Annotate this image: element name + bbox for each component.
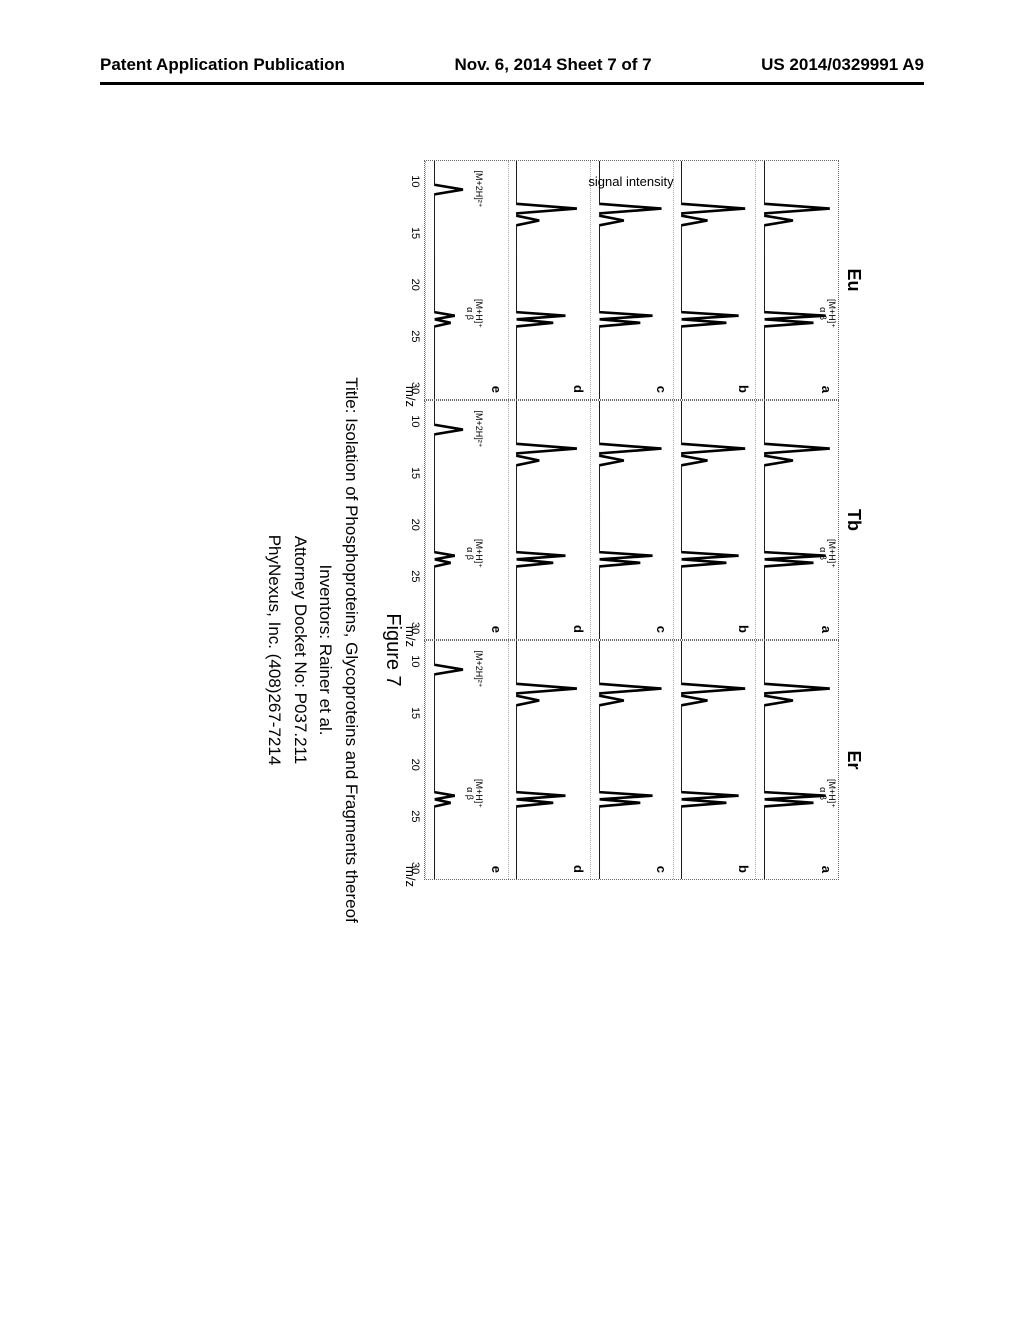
footer-company: PhyNexus, Inc. (408)267-7214 (262, 100, 288, 1200)
x-tick: 15 (409, 467, 421, 479)
spectrum-row: b (673, 641, 756, 879)
spectrum-row: e[M+2H]²⁺[M+H]⁺α β (425, 401, 508, 639)
footer-inventors: Inventors: Rainer et al. (313, 100, 339, 1200)
spectrum-row: d (508, 161, 591, 399)
panel-er: Era[M+H]⁺α βbcde[M+2H]²⁺[M+H]⁺α β1015202… (424, 640, 864, 880)
spectra-box: a[M+H]⁺α βbcde[M+2H]²⁺[M+H]⁺α βsignal in… (424, 160, 839, 400)
peak-annotation: [M+2H]²⁺ (474, 651, 483, 688)
footer-title: Title: Isolation of Phosphoproteins, Gly… (339, 100, 365, 1200)
peak-annotation: [M+H]⁺α β (465, 299, 483, 328)
x-ticks: 1015202530 (409, 161, 421, 399)
spectrum-trace (674, 161, 756, 399)
spectrum-trace (509, 641, 591, 879)
peak-annotation: [M+H]⁺α β (818, 539, 836, 568)
spectrum-trace (591, 401, 673, 639)
x-ticks: 1015202530 (409, 641, 421, 879)
panel-eu: Eua[M+H]⁺α βbcde[M+2H]²⁺[M+H]⁺α βsignal … (424, 160, 864, 400)
header-right: US 2014/0329991 A9 (761, 55, 924, 75)
patent-header: Patent Application Publication Nov. 6, 2… (0, 55, 1024, 75)
header-left: Patent Application Publication (100, 55, 345, 75)
figure-panels: Eua[M+H]⁺α βbcde[M+2H]²⁺[M+H]⁺α βsignal … (424, 160, 864, 880)
x-tick: 10 (409, 175, 421, 187)
x-tick: 15 (409, 707, 421, 719)
spectrum-row: b (673, 161, 756, 399)
spectrum-row: e[M+2H]²⁺[M+H]⁺α β (425, 161, 508, 399)
x-ticks: 1015202530 (409, 401, 421, 639)
spectrum-row: d (508, 641, 591, 879)
spectrum-trace (674, 401, 756, 639)
spectrum-row: b (673, 401, 756, 639)
spectrum-row: c (590, 641, 673, 879)
spectrum-row: c (590, 401, 673, 639)
spectrum-row: d (508, 401, 591, 639)
peak-annotation: [M+H]⁺α β (818, 779, 836, 808)
spectrum-trace (426, 641, 508, 879)
x-tick: 15 (409, 227, 421, 239)
spectrum-row: e[M+2H]²⁺[M+H]⁺α β (425, 641, 508, 879)
y-axis-label: signal intensity (589, 174, 674, 189)
spectrum-trace (756, 641, 838, 879)
content-area: Eua[M+H]⁺α βbcde[M+2H]²⁺[M+H]⁺α βsignal … (100, 100, 924, 1200)
panel-title: Tb (843, 400, 864, 640)
spectrum-trace (509, 161, 591, 399)
spectrum-trace (591, 641, 673, 879)
spectrum-trace (756, 161, 838, 399)
x-tick: 25 (409, 810, 421, 822)
spectrum-row: a[M+H]⁺α β (755, 401, 838, 639)
x-tick: 25 (409, 570, 421, 582)
peak-annotation: [M+2H]²⁺ (474, 411, 483, 448)
spectrum-trace (509, 401, 591, 639)
x-tick: 10 (409, 655, 421, 667)
spectra-box: a[M+H]⁺α βbcde[M+2H]²⁺[M+H]⁺α β101520253… (424, 640, 839, 880)
spectrum-trace (591, 161, 673, 399)
x-axis-label: m/z (403, 866, 418, 887)
spectrum-row: a[M+H]⁺α β (755, 161, 838, 399)
spectrum-trace (674, 641, 756, 879)
peak-annotation: [M+H]⁺α β (818, 299, 836, 328)
header-rule (100, 82, 924, 85)
spectra-box: a[M+H]⁺α βbcde[M+2H]²⁺[M+H]⁺α β101520253… (424, 400, 839, 640)
peak-annotation: [M+H]⁺α β (465, 539, 483, 568)
spectrum-trace (426, 161, 508, 399)
peak-annotation: [M+H]⁺α β (465, 779, 483, 808)
spectrum-trace (756, 401, 838, 639)
x-tick: 25 (409, 330, 421, 342)
panel-tb: Tba[M+H]⁺α βbcde[M+2H]²⁺[M+H]⁺α β1015202… (424, 400, 864, 640)
figure-footer: Title: Isolation of Phosphoproteins, Gly… (262, 100, 364, 1200)
spectrum-row: a[M+H]⁺α β (755, 641, 838, 879)
header-center: Nov. 6, 2014 Sheet 7 of 7 (454, 55, 651, 75)
x-tick: 20 (409, 759, 421, 771)
rotated-page-content: Eua[M+H]⁺α βbcde[M+2H]²⁺[M+H]⁺α βsignal … (100, 100, 924, 1200)
footer-docket: Attorney Docket No: P037.211 (288, 100, 314, 1200)
spectrum-trace (426, 401, 508, 639)
x-tick: 20 (409, 519, 421, 531)
panel-title: Er (843, 640, 864, 880)
panel-title: Eu (843, 160, 864, 400)
figure-caption: Figure 7 (381, 100, 404, 1200)
x-tick: 20 (409, 279, 421, 291)
x-tick: 10 (409, 415, 421, 427)
peak-annotation: [M+2H]²⁺ (474, 171, 483, 208)
spectrum-row: c (590, 161, 673, 399)
